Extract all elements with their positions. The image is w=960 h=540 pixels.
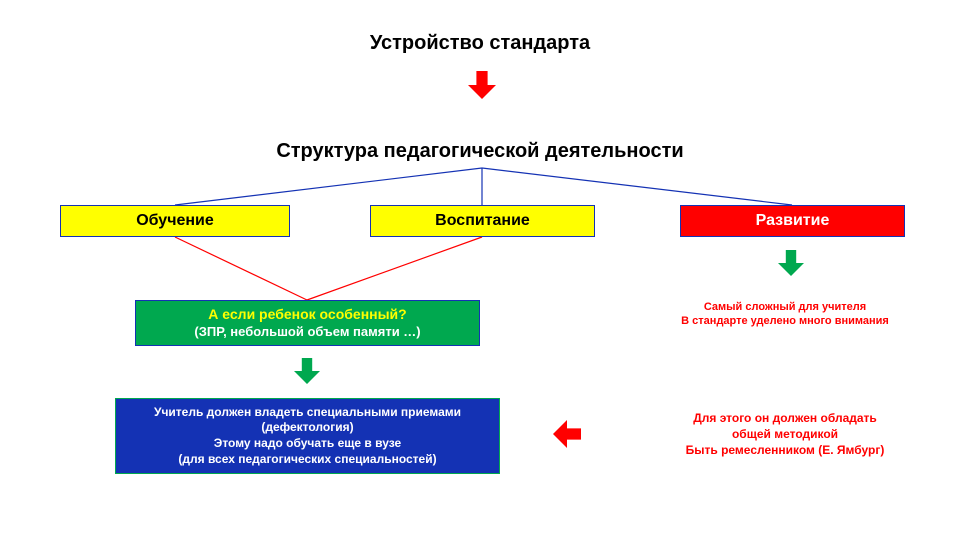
arrow-down-icon — [778, 248, 804, 278]
note-line: В стандарте уделено много внимания — [640, 314, 930, 328]
box-vospitanie-label: Воспитание — [435, 212, 530, 230]
box-teacher: Учитель должен владеть специальными прие… — [115, 398, 500, 474]
teacher-line: Учитель должен владеть специальными прие… — [154, 405, 461, 421]
arrow-down-icon — [468, 68, 496, 102]
teacher-line: (дефектология) — [261, 420, 353, 436]
note-complexity: Самый сложный для учителя В стандарте уд… — [640, 300, 930, 329]
box-vospitanie: Воспитание — [370, 205, 595, 237]
box-question: А если ребенок особенный? (ЗПР, небольшо… — [135, 300, 480, 346]
teacher-line: (для всех педагогических специальностей) — [178, 452, 436, 468]
box-obuchenie-label: Обучение — [136, 212, 214, 230]
title-main: Устройство стандарта — [0, 32, 960, 55]
box-razvitie: Развитие — [680, 205, 905, 237]
note-line: Для этого он должен обладать — [640, 410, 930, 426]
note-line: Быть ремесленником (Е. Ямбург) — [640, 442, 930, 458]
teacher-line: Этому надо обучать еще в вузе — [214, 436, 401, 452]
arrow-left-icon — [550, 420, 584, 448]
question-line1: А если ребенок особенный? — [208, 306, 406, 324]
box-obuchenie: Обучение — [60, 205, 290, 237]
title-sub: Структура педагогической деятельности — [0, 140, 960, 163]
note-methodology: Для этого он должен обладать общей метод… — [640, 410, 930, 459]
question-line2: (ЗПР, небольшой объем памяти …) — [194, 324, 420, 340]
arrow-down-icon — [294, 356, 320, 386]
note-line: общей методикой — [640, 426, 930, 442]
note-line: Самый сложный для учителя — [640, 300, 930, 314]
box-razvitie-label: Развитие — [756, 212, 830, 230]
